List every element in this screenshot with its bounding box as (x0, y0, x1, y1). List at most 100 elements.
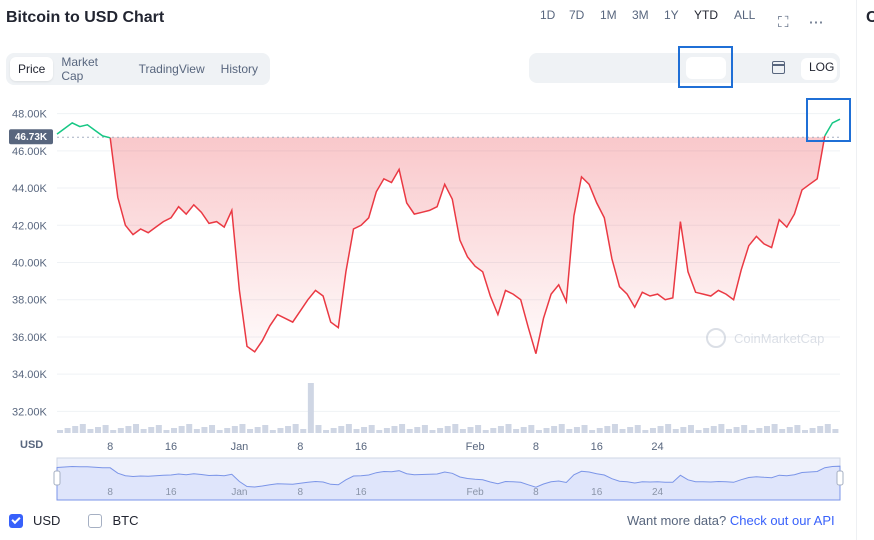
volume-bar (551, 426, 558, 433)
chart-title: Bitcoin to USD Chart (6, 9, 165, 26)
volume-bar (490, 428, 497, 433)
volume-bar (589, 430, 596, 433)
usd-label: USD (33, 513, 61, 528)
range-7d[interactable]: 7D (569, 8, 585, 22)
volume-bar (262, 425, 269, 433)
volume-bar (292, 424, 299, 433)
volume-bar (497, 426, 504, 433)
volume-bar (733, 427, 740, 433)
volume-bar (642, 430, 649, 433)
volume-bar (285, 426, 292, 433)
price-highlight-box (806, 98, 851, 142)
volume-bar (672, 429, 679, 433)
x-tick-label: 24 (651, 441, 663, 453)
log-toggle[interactable]: LOG (809, 60, 835, 74)
price-line-up-end (824, 118, 841, 137)
volume-bar (475, 425, 482, 433)
range-1y[interactable]: 1Y (664, 8, 679, 22)
volume-bar (566, 429, 573, 433)
navigator-tick-label: 16 (356, 487, 368, 498)
volume-bar (779, 429, 786, 433)
navigator-tick-label: 8 (533, 487, 539, 498)
volume-bar (178, 426, 185, 433)
x-tick-label: Jan (231, 441, 249, 453)
range-1m[interactable]: 1M (600, 8, 617, 22)
x-tick-label: 8 (297, 441, 303, 453)
volume-bar (513, 429, 520, 433)
navigator-handle[interactable] (836, 470, 844, 486)
volume-bar (794, 425, 801, 433)
y-tick-label: 32.00K (12, 406, 48, 418)
navigator-tick-label: Feb (466, 487, 484, 498)
volume-bar (216, 430, 223, 433)
volume-bar (459, 429, 466, 433)
tab-market-cap[interactable]: Market Cap (61, 55, 99, 83)
usd-checkbox[interactable] (9, 513, 23, 528)
currency-axis-label: USD (20, 439, 43, 451)
volume-bar (125, 426, 132, 433)
navigator-tick-label: Jan (231, 487, 247, 498)
volume-bar (703, 428, 710, 433)
volume-bar (718, 424, 725, 433)
volume-bar (596, 428, 603, 433)
range-navigator[interactable]: 8 16 Jan 8 16 Feb 8 16 24 (53, 457, 844, 501)
x-tick-label: 8 (107, 441, 113, 453)
volume-bar (414, 427, 421, 433)
range-ytd[interactable]: YTD (694, 8, 718, 22)
navigator-tick-label: 8 (107, 487, 113, 498)
tab-history[interactable]: History (220, 62, 258, 76)
ytd-highlight-box (678, 46, 733, 88)
volume-bar (383, 428, 390, 433)
volume-bar (665, 424, 672, 433)
right-panel-edge: C (856, 0, 874, 540)
volume-bar (323, 430, 330, 433)
btc-checkbox[interactable] (88, 513, 103, 528)
volume-bar (604, 426, 611, 433)
tab-tradingview[interactable]: TradingView (138, 62, 205, 76)
fullscreen-icon[interactable]: ⛶ (778, 14, 789, 31)
price-area-fill (110, 135, 825, 354)
volume-bar (57, 430, 63, 433)
navigator-handle[interactable] (53, 470, 61, 486)
y-tick-label: 48.00K (12, 109, 48, 121)
volume-bar (452, 424, 459, 433)
volume-bar (201, 427, 208, 433)
api-link[interactable]: Check out our API (729, 513, 835, 528)
volume-bar (269, 430, 276, 433)
volume-bar (231, 426, 238, 433)
volume-bar (102, 425, 109, 433)
volume-bar (368, 425, 375, 433)
volume-bar (786, 427, 793, 433)
btc-label: BTC (112, 513, 139, 528)
volume-bar (399, 424, 406, 433)
coinmarketcap-logo-icon (706, 328, 726, 348)
volume-bar (95, 427, 102, 433)
volume-bar (649, 428, 656, 433)
volume-bar (558, 424, 565, 433)
y-tick-label: 44.00K (12, 183, 48, 195)
volume-bar (687, 425, 694, 433)
volume-bar (763, 426, 770, 433)
volume-bar (315, 425, 322, 433)
tab-price[interactable]: Price (10, 57, 54, 81)
volume-bar (528, 425, 535, 433)
api-promo-text: Want more data? (627, 513, 727, 528)
volume-bar (748, 430, 755, 433)
volume-bar (338, 426, 345, 433)
log-pill (801, 58, 837, 80)
right-panel-edge-text: C (866, 9, 874, 26)
volume-bar (345, 424, 352, 433)
volume-bar (64, 428, 71, 433)
y-tick-label: 38.00K (12, 295, 48, 307)
volume-bar (186, 424, 193, 433)
range-1d[interactable]: 1D (540, 8, 556, 22)
volume-bar (110, 430, 117, 433)
volume-bar (239, 424, 246, 433)
price-line-down (109, 135, 826, 354)
more-icon[interactable]: ⋯ (808, 14, 824, 31)
calendar-icon[interactable] (772, 61, 785, 74)
range-3m[interactable]: 3M (632, 8, 649, 22)
volume-bar (224, 428, 231, 433)
range-all[interactable]: ALL (734, 8, 756, 22)
